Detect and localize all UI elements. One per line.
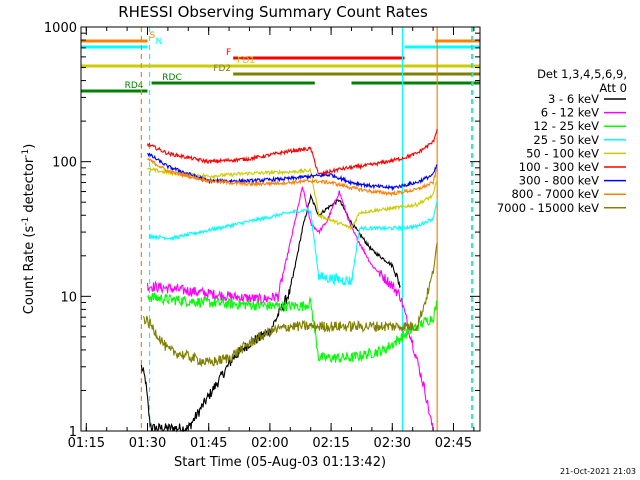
data-series [140, 128, 438, 433]
legend-label: 800 - 7000 keV [511, 187, 599, 201]
series-line-1 [146, 186, 434, 432]
flag-label-fd1: FD1 [237, 56, 255, 66]
legend-label: 7000 - 15000 keV [497, 201, 599, 215]
series-line-5 [146, 128, 438, 177]
legend-label: 50 - 100 keV [526, 146, 599, 160]
x-tick-label: 01:45 [190, 436, 227, 451]
legend-title-line-1: Det 1,3,4,5,6,9, [537, 67, 627, 81]
y-axis: 1 10 100 1000 [44, 21, 480, 440]
observing-flags: SN F FD1 FD2 RDC RD4 [81, 31, 480, 93]
plot-frame [80, 26, 481, 432]
y-axis-label-part-3: ) [22, 144, 37, 149]
x-axis-label: Start Time (05-Aug-03 01:13:42) [174, 455, 386, 470]
flag-label-rd4: RD4 [125, 81, 144, 91]
x-tick-label: 02:30 [374, 436, 411, 451]
flag-label-rdc: RDC [162, 73, 181, 83]
legend-title-line-2: Att 0 [599, 81, 627, 95]
event-lines [140, 27, 474, 431]
y-axis-label-part-1: Count Rate (s [22, 226, 37, 315]
legend-label: 3 - 6 keV [548, 92, 599, 106]
y-tick-label: 10 [60, 290, 77, 305]
date-stamp: 21-Oct-2021 21:03 [560, 467, 636, 476]
x-tick-label: 01:15 [68, 436, 105, 451]
flag-label-fd2: FD2 [213, 64, 231, 74]
y-tick-label: 1 [69, 425, 77, 440]
y-axis-label-sup-1: -1 [21, 217, 31, 226]
y-axis-label: Count Rate (s-1 detector-1) [21, 144, 37, 315]
legend-label: 100 - 300 keV [519, 160, 599, 174]
flag-label-f: F [226, 48, 231, 58]
x-tick-label: 02:15 [312, 436, 349, 451]
series-line-3 [148, 199, 438, 287]
x-tick-label: 01:30 [129, 436, 166, 451]
flag-label-n: N [156, 37, 163, 47]
y-axis-label-part-2: detector [22, 157, 37, 217]
legend-label: 25 - 50 keV [533, 133, 599, 147]
flag-label-s: S [150, 31, 156, 41]
x-tick-label: 02:45 [435, 436, 472, 451]
y-axis-label-sup-2: -1 [21, 149, 31, 158]
series-line-8 [142, 242, 438, 368]
y-tick-label: 100 [52, 156, 77, 171]
y-tick-label: 1000 [44, 21, 77, 36]
series-line-7 [147, 157, 438, 198]
legend-label: 6 - 12 keV [541, 106, 599, 120]
x-tick-label: 02:00 [251, 436, 288, 451]
legend-label: 300 - 800 keV [519, 174, 599, 188]
legend-label: 12 - 25 keV [533, 119, 599, 133]
x-axis: 01:15 01:30 01:45 02:00 02:15 02:30 02:45 [68, 27, 475, 451]
series-line-2 [147, 292, 438, 364]
chart-title: RHESSI Observing Summary Count Rates [118, 3, 428, 21]
series-line-0 [140, 193, 401, 433]
